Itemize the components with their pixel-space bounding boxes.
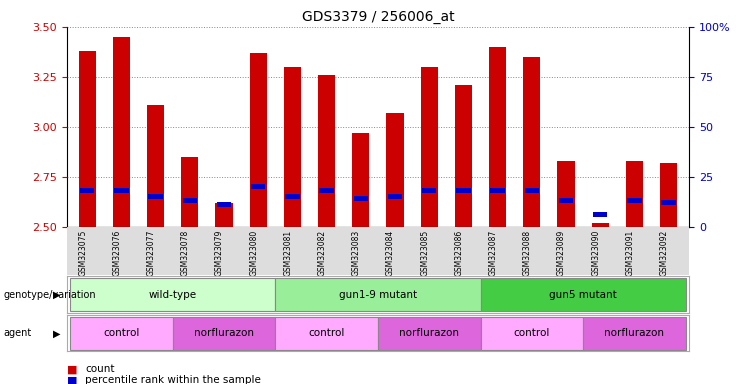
Text: agent: agent	[4, 328, 32, 338]
Text: norflurazon: norflurazon	[194, 328, 254, 338]
Text: GSM323083: GSM323083	[352, 230, 361, 276]
Text: GSM323079: GSM323079	[215, 230, 224, 276]
Bar	[182, 157, 199, 227]
Bar	[456, 188, 471, 193]
Bar	[276, 317, 378, 349]
Text: control: control	[308, 328, 345, 338]
Text: GSM323091: GSM323091	[625, 230, 634, 276]
Bar	[318, 75, 335, 227]
Bar	[70, 317, 173, 349]
Text: wild-type: wild-type	[149, 290, 197, 300]
Bar	[627, 198, 642, 203]
Text: gun5 mutant: gun5 mutant	[549, 290, 617, 300]
Text: gun1-9 mutant: gun1-9 mutant	[339, 290, 417, 300]
Text: GSM323085: GSM323085	[420, 230, 429, 276]
Bar	[250, 53, 267, 227]
Bar	[583, 317, 685, 349]
Text: GSM323080: GSM323080	[249, 230, 258, 276]
Bar	[480, 317, 583, 349]
Text: percentile rank within the sample: percentile rank within the sample	[85, 375, 261, 384]
Text: GSM323081: GSM323081	[283, 230, 293, 276]
Bar	[80, 188, 94, 193]
Text: GSM323090: GSM323090	[591, 230, 600, 276]
Bar	[173, 317, 276, 349]
Bar	[353, 196, 368, 201]
Bar	[387, 113, 404, 227]
Text: norflurazon: norflurazon	[605, 328, 665, 338]
Bar	[523, 57, 540, 227]
Bar	[421, 67, 438, 227]
Text: GSM323076: GSM323076	[113, 230, 122, 276]
Text: GSM323084: GSM323084	[386, 230, 395, 276]
Title: GDS3379 / 256006_at: GDS3379 / 256006_at	[302, 10, 454, 25]
Bar	[147, 105, 165, 227]
Bar	[113, 37, 130, 227]
Bar	[455, 85, 472, 227]
Text: GSM323089: GSM323089	[557, 230, 566, 276]
Bar	[285, 194, 299, 199]
Text: GSM323087: GSM323087	[488, 230, 498, 276]
Bar	[422, 188, 436, 193]
Text: count: count	[85, 364, 115, 374]
Bar	[593, 212, 608, 217]
Text: control: control	[514, 328, 550, 338]
Bar	[388, 194, 402, 199]
Bar	[525, 188, 539, 193]
Bar	[661, 200, 676, 205]
Text: GSM323078: GSM323078	[181, 230, 190, 276]
Bar	[626, 161, 643, 227]
Text: ■: ■	[67, 375, 77, 384]
Text: GSM323086: GSM323086	[454, 230, 463, 276]
Bar	[378, 317, 480, 349]
Bar	[216, 203, 233, 227]
Bar	[79, 51, 96, 227]
Bar	[276, 278, 480, 311]
Text: norflurazon: norflurazon	[399, 328, 459, 338]
Bar	[352, 133, 369, 227]
Text: control: control	[103, 328, 139, 338]
Bar	[70, 278, 276, 311]
Bar	[557, 161, 574, 227]
Bar	[660, 163, 677, 227]
Bar	[284, 67, 301, 227]
Text: GSM323082: GSM323082	[318, 230, 327, 276]
Bar	[480, 278, 685, 311]
Bar	[591, 223, 609, 227]
Text: ▶: ▶	[53, 328, 61, 338]
Text: ▶: ▶	[53, 290, 61, 300]
Text: GSM323088: GSM323088	[523, 230, 532, 276]
Bar	[489, 47, 506, 227]
Bar	[182, 198, 197, 203]
Text: GSM323075: GSM323075	[79, 230, 87, 276]
Text: GSM323077: GSM323077	[147, 230, 156, 276]
Bar	[559, 198, 574, 203]
Bar	[114, 188, 129, 193]
Bar	[319, 188, 334, 193]
Text: ■: ■	[67, 364, 77, 374]
Text: GSM323092: GSM323092	[659, 230, 668, 276]
Bar	[251, 184, 265, 189]
Bar	[216, 202, 231, 207]
Text: genotype/variation: genotype/variation	[4, 290, 96, 300]
Bar	[491, 188, 505, 193]
Bar	[148, 194, 163, 199]
